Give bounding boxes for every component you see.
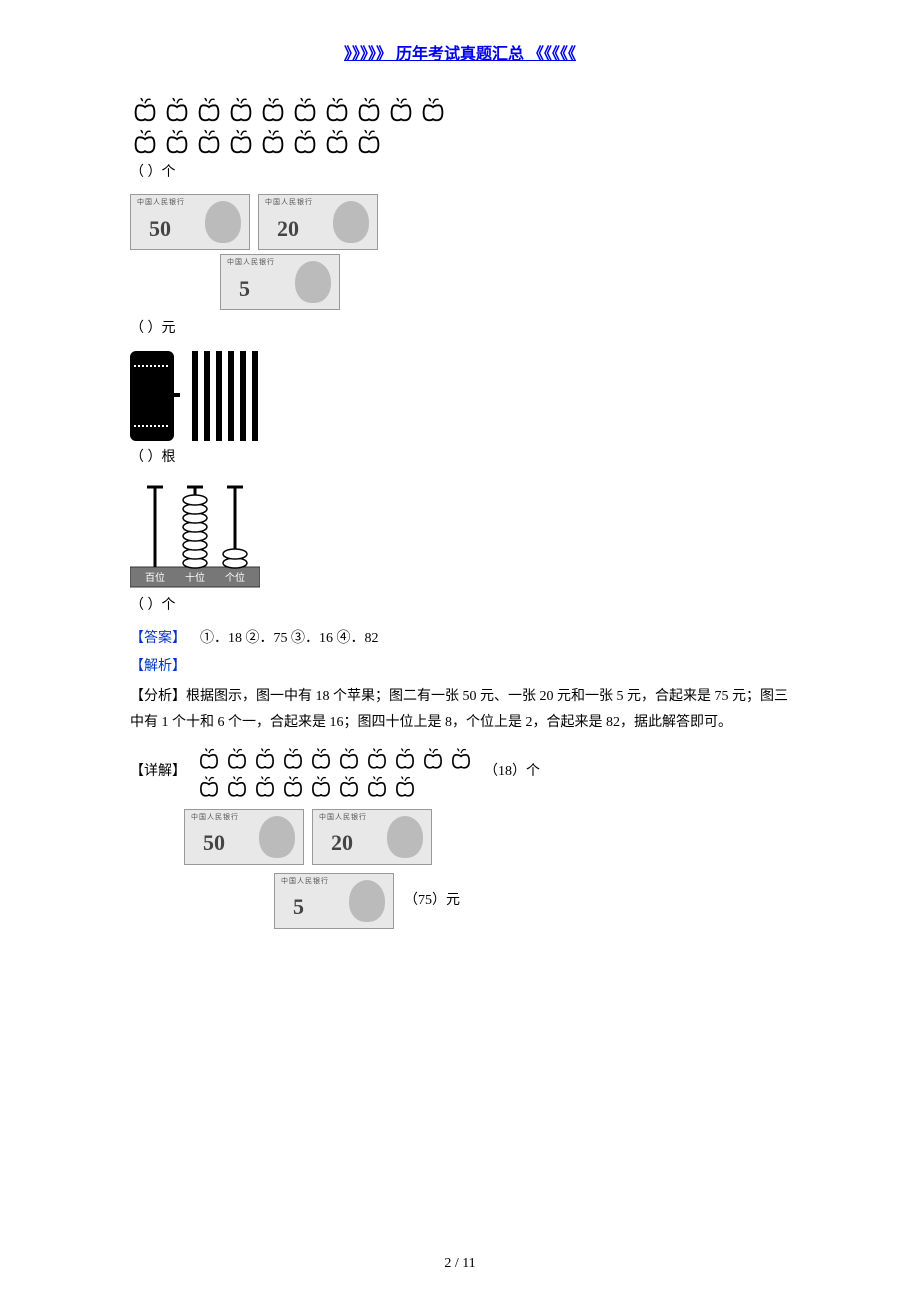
- q1-apples: [130, 94, 790, 156]
- header-link[interactable]: 》》》》》 历年考试真题汇总 《《《《《: [130, 40, 790, 64]
- analysis-text: 【分析】根据图示，图一中有 18 个苹果；图二有一张 50 元、一张 20 元和…: [130, 684, 790, 734]
- apple-icon: [252, 745, 278, 771]
- q4-blank: （ ）个: [130, 595, 790, 617]
- analysis-label-line: 【解析】: [130, 656, 790, 678]
- apple-icon: [252, 773, 278, 799]
- answer-label: 【答案】: [130, 631, 186, 646]
- stick-bundle: [130, 351, 174, 441]
- apple-icon: [354, 126, 384, 156]
- apple-icon: [420, 745, 446, 771]
- apple-icon: [336, 773, 362, 799]
- content-body: （ ）个 中国人民银行50中国人民银行20 中国人民银行5 （ ）元 （ ）根 …: [130, 94, 790, 933]
- apple-icon: [194, 94, 224, 124]
- banknote-50: 中国人民银行50: [184, 809, 304, 865]
- apple-icon: [258, 94, 288, 124]
- q2-money: 中国人民银行50中国人民银行20 中国人民银行5: [130, 194, 790, 310]
- apple-icon: [322, 94, 352, 124]
- apple-icon: [258, 126, 288, 156]
- apple-icon: [130, 126, 160, 156]
- apple-icon: [308, 745, 334, 771]
- detail-apples: [196, 743, 474, 801]
- apple-icon: [290, 126, 320, 156]
- apple-icon: [130, 94, 160, 124]
- q3-sticks: [130, 351, 790, 441]
- apple-icon: [194, 126, 224, 156]
- apple-icon: [336, 745, 362, 771]
- stick: [228, 351, 234, 441]
- banknote-50: 中国人民银行50: [130, 194, 250, 250]
- apple-icon: [224, 745, 250, 771]
- banknote-20: 中国人民银行20: [312, 809, 432, 865]
- apple-icon: [364, 773, 390, 799]
- banknote-20: 中国人民银行20: [258, 194, 378, 250]
- apple-icon: [280, 773, 306, 799]
- stick: [204, 351, 210, 441]
- apple-icon: [224, 773, 250, 799]
- stick: [192, 351, 198, 441]
- q4-abacus: 百位 十位 个位: [130, 479, 260, 589]
- apple-icon: [290, 94, 320, 124]
- apple-icon: [226, 94, 256, 124]
- q2-blank: （ ）元: [130, 318, 790, 340]
- apple-icon: [196, 773, 222, 799]
- apple-icon: [308, 773, 334, 799]
- apple-icon: [418, 94, 448, 124]
- apple-icon: [162, 126, 192, 156]
- q1-blank: （ ）个: [130, 162, 790, 184]
- apple-icon: [226, 126, 256, 156]
- stick: [240, 351, 246, 441]
- apple-icon: [162, 94, 192, 124]
- apple-icon: [354, 94, 384, 124]
- apple-icon: [386, 94, 416, 124]
- detail-money: 中国人民银行50中国人民银行20 中国人民银行5 （75）元: [184, 809, 790, 933]
- apple-icon: [364, 745, 390, 771]
- banknote-5: 中国人民银行5: [274, 873, 394, 929]
- apple-icon: [322, 126, 352, 156]
- detail-label: 【详解】: [130, 761, 186, 783]
- banknote-5: 中国人民银行5: [220, 254, 340, 310]
- stick: [252, 351, 258, 441]
- detail-section: 【详解】 （18）个 中国人民银行50中国人民银行20 中国人民银行5 （75）…: [130, 743, 790, 933]
- apple-icon: [448, 745, 474, 771]
- analysis-label: 【解析】: [130, 659, 186, 674]
- svg-text:十位: 十位: [185, 571, 205, 584]
- svg-text:百位: 百位: [145, 571, 165, 584]
- stick: [216, 351, 222, 441]
- svg-text:个位: 个位: [225, 571, 245, 584]
- detail-q2-answer: （75）元: [404, 890, 460, 912]
- apple-icon: [392, 745, 418, 771]
- page-number: 2 / 11: [0, 1256, 920, 1272]
- answer-line: 【答案】 ①．18 ②．75 ③．16 ④．82: [130, 628, 790, 650]
- q3-blank: （ ）根: [130, 447, 790, 469]
- apple-icon: [280, 745, 306, 771]
- apple-icon: [392, 773, 418, 799]
- detail-q1-answer: （18）个: [484, 761, 540, 783]
- apple-icon: [196, 745, 222, 771]
